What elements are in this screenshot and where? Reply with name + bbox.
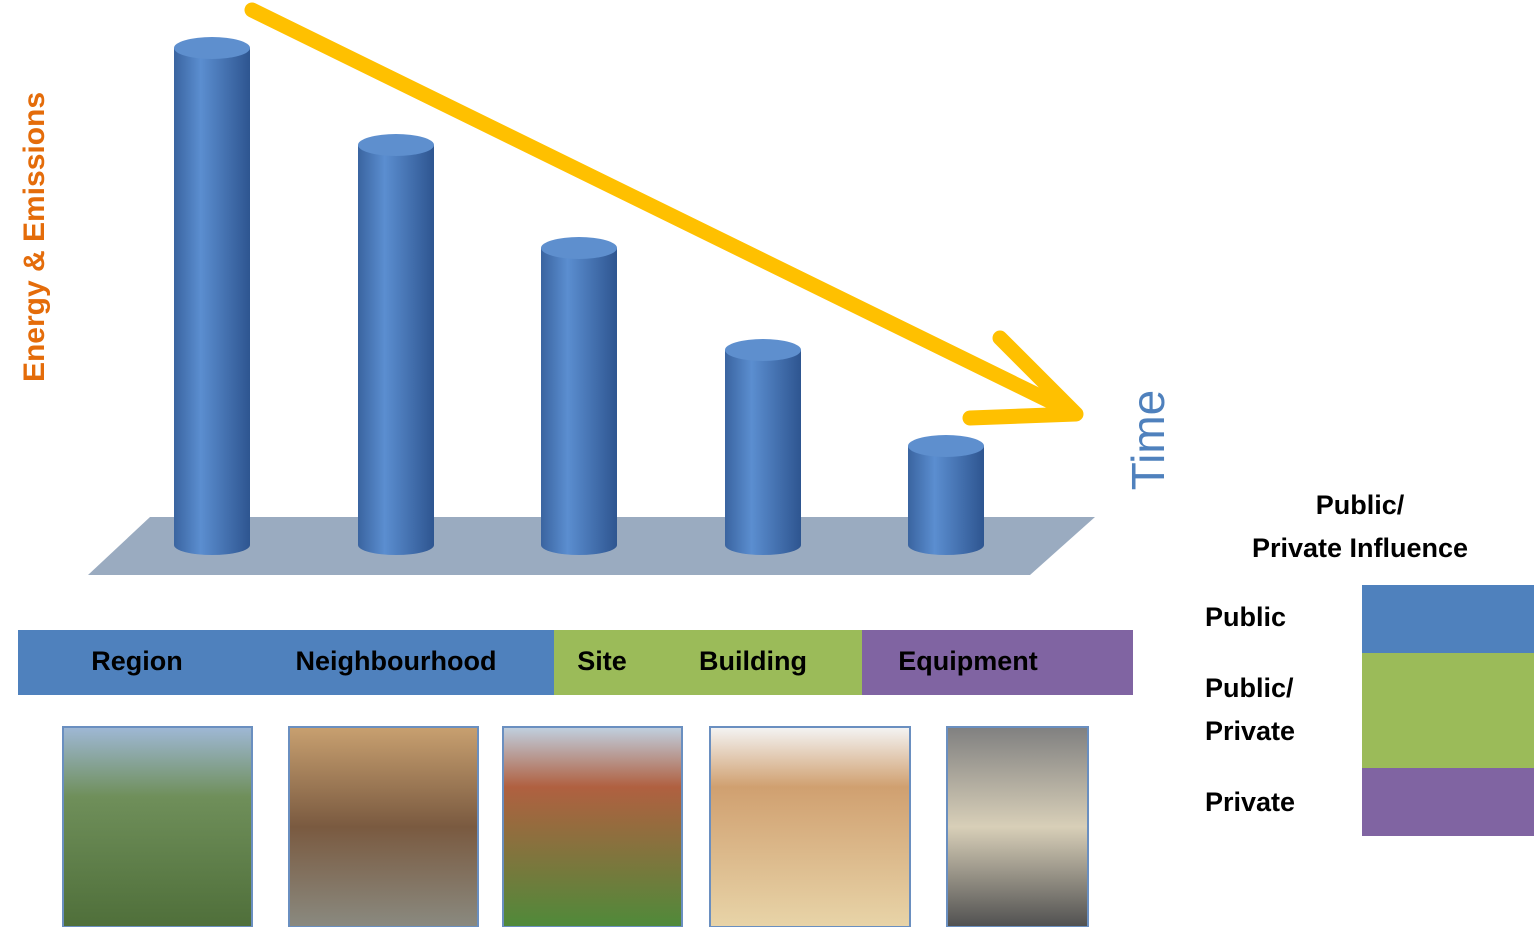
- trend-arrow: [244, 2, 1084, 426]
- band-label: Region: [91, 646, 183, 676]
- legend-label: Public: [1205, 602, 1286, 632]
- legend-label: Private: [1205, 716, 1295, 746]
- photos: [62, 726, 1089, 927]
- legend-label: Private: [1205, 787, 1295, 817]
- cylinders: [174, 37, 984, 555]
- influence-legend: Public/ Private Influence Public Public/…: [1205, 490, 1534, 836]
- y-label: Energy & Emissions: [18, 92, 51, 382]
- band-label: Building: [699, 646, 807, 676]
- band-label: Neighbourhood: [296, 646, 497, 676]
- legend-title: Public/: [1316, 490, 1405, 520]
- legend-title: Private Influence: [1252, 533, 1468, 563]
- band-label: Equipment: [898, 646, 1038, 676]
- legend-label: Public/: [1205, 673, 1294, 703]
- x-label: Time: [1122, 390, 1174, 491]
- scale-band: Region Neighbourhood Site Building Equip…: [18, 630, 1133, 695]
- band-label: Site: [577, 646, 627, 676]
